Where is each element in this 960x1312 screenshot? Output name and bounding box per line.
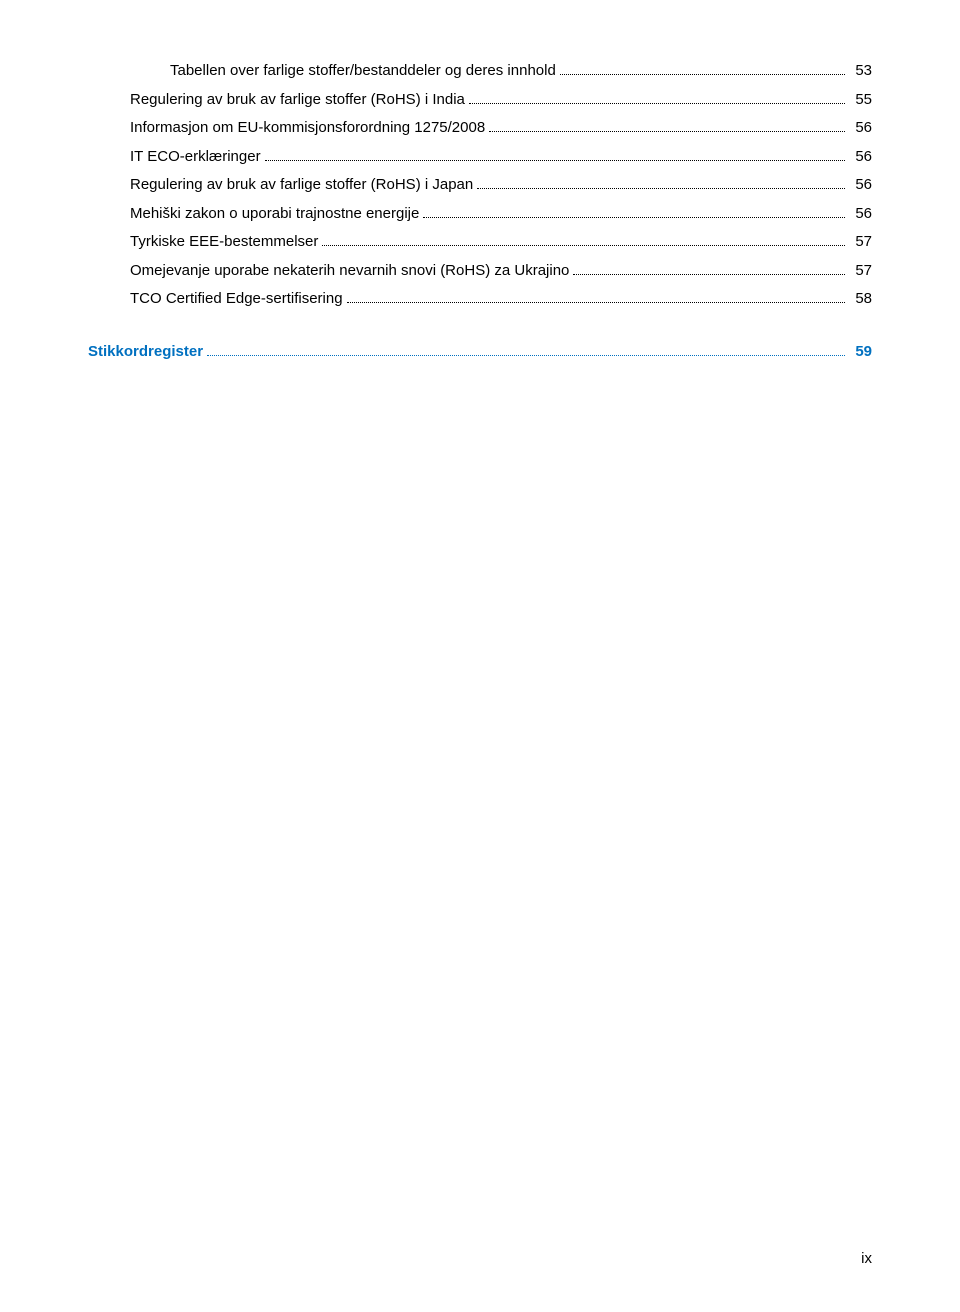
toc-entry[interactable]: Mehiški zakon o uporabi trajnostne energ… (88, 203, 872, 226)
toc-dots (423, 217, 845, 218)
toc-label: Tabellen over farlige stoffer/bestanddel… (170, 60, 556, 83)
toc-dots (573, 274, 845, 275)
toc-page: 57 (849, 260, 872, 283)
toc-page: 56 (849, 174, 872, 197)
toc-dots (560, 74, 846, 75)
toc-entry[interactable]: IT ECO-erklæringer 56 (88, 146, 872, 169)
toc-label: TCO Certified Edge-sertifisering (130, 288, 343, 311)
toc-dots (347, 302, 846, 303)
page-number: ix (861, 1250, 872, 1267)
toc-dots (477, 188, 845, 189)
toc-entry[interactable]: Tyrkiske EEE-bestemmelser 57 (88, 231, 872, 254)
toc-label: Mehiški zakon o uporabi trajnostne energ… (130, 203, 419, 226)
toc-label: Regulering av bruk av farlige stoffer (R… (130, 174, 473, 197)
toc-dots (469, 103, 845, 104)
toc-entry[interactable]: Informasjon om EU-kommisjonsforordning 1… (88, 117, 872, 140)
toc-entry[interactable]: Regulering av bruk av farlige stoffer (R… (88, 174, 872, 197)
toc-container: Tabellen over farlige stoffer/bestanddel… (88, 60, 872, 363)
toc-page: 53 (849, 60, 872, 83)
toc-label: Informasjon om EU-kommisjonsforordning 1… (130, 117, 485, 140)
toc-dots (322, 245, 845, 246)
toc-page: 58 (849, 288, 872, 311)
toc-label: Regulering av bruk av farlige stoffer (R… (130, 89, 465, 112)
toc-dots (265, 160, 846, 161)
toc-page: 56 (849, 117, 872, 140)
toc-page: 56 (849, 203, 872, 226)
toc-entry[interactable]: Omejevanje uporabe nekaterih nevarnih sn… (88, 260, 872, 283)
toc-label: Omejevanje uporabe nekaterih nevarnih sn… (130, 260, 569, 283)
toc-dots (489, 131, 845, 132)
toc-label: Tyrkiske EEE-bestemmelser (130, 231, 318, 254)
toc-entry[interactable]: TCO Certified Edge-sertifisering 58 (88, 288, 872, 311)
toc-dots (207, 355, 845, 356)
toc-page: 56 (849, 146, 872, 169)
toc-label: IT ECO-erklæringer (130, 146, 261, 169)
toc-page: 59 (849, 341, 872, 364)
toc-stikkordregister[interactable]: Stikkordregister 59 (88, 341, 872, 364)
toc-page: 57 (849, 231, 872, 254)
toc-entry[interactable]: Tabellen over farlige stoffer/bestanddel… (88, 60, 872, 83)
toc-page: 55 (849, 89, 872, 112)
toc-entry[interactable]: Regulering av bruk av farlige stoffer (R… (88, 89, 872, 112)
toc-label: Stikkordregister (88, 341, 203, 364)
